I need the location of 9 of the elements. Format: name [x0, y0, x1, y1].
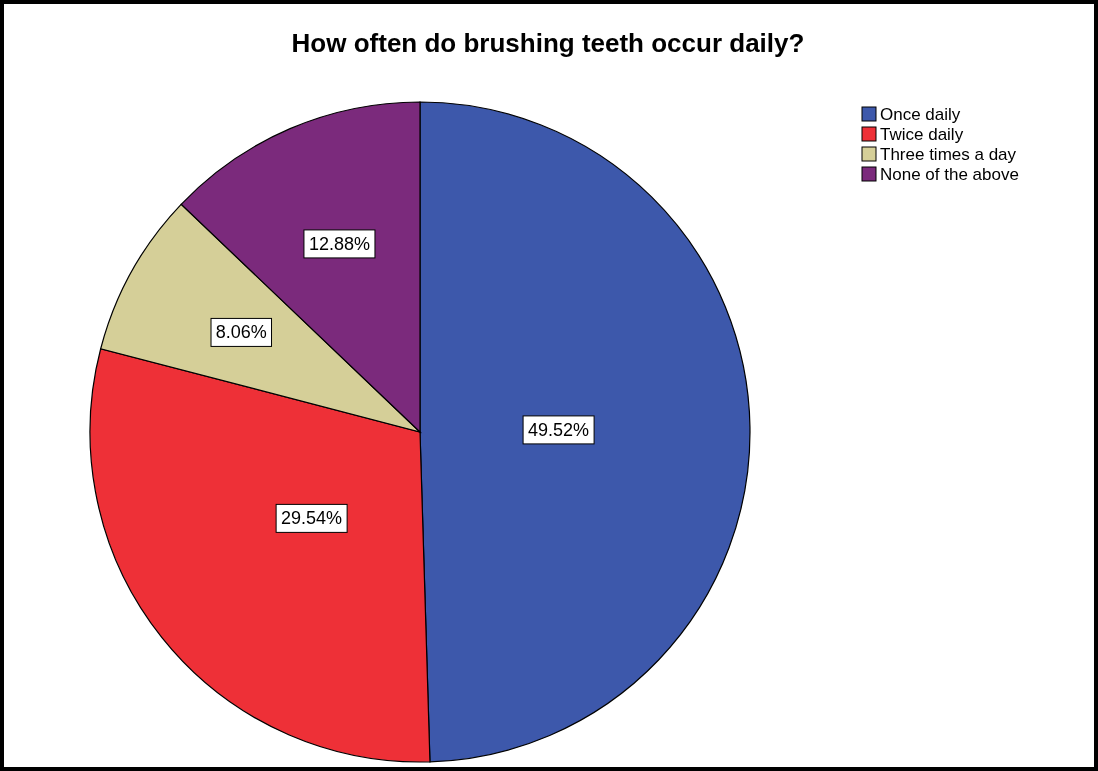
legend-label: Once daily — [880, 105, 961, 124]
data-label: 12.88% — [308, 233, 370, 254]
legend-label: None of the above — [880, 165, 1019, 184]
data-label: 49.52% — [528, 419, 590, 440]
legend-label: Twice daily — [880, 125, 964, 144]
legend-label: Three times a day — [880, 145, 1017, 164]
data-label: 29.54% — [281, 508, 343, 529]
chart-title: How often do brushing teeth occur daily? — [291, 28, 805, 58]
data-label: 8.06% — [215, 322, 267, 343]
